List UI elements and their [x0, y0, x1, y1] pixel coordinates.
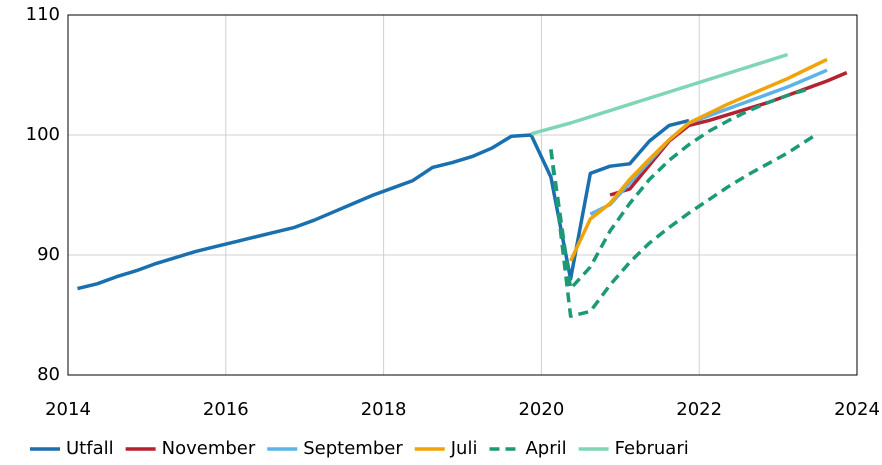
series-line — [569, 57, 828, 262]
y-tick-label: 110 — [26, 4, 60, 25]
legend-label: November — [162, 438, 256, 459]
series-line — [609, 70, 848, 197]
y-tick-label: 80 — [37, 364, 60, 385]
legend-label: Utfall — [66, 438, 114, 459]
series-line — [589, 68, 828, 216]
legend-label: April — [525, 438, 566, 459]
plot-frame — [67, 14, 858, 376]
x-tick-label: 2014 — [45, 399, 91, 420]
legend-label: Februari — [615, 438, 689, 459]
series-line — [549, 87, 808, 291]
series-line — [77, 118, 690, 291]
x-tick-label: 2018 — [361, 399, 407, 420]
x-tick-label: 2016 — [203, 399, 249, 420]
series-line — [530, 52, 789, 136]
x-tick-label: 2020 — [518, 399, 564, 420]
series-line — [549, 134, 815, 318]
legend-label: September — [303, 438, 403, 459]
x-tick-label: 2022 — [676, 399, 722, 420]
y-tick-label: 90 — [37, 244, 60, 265]
legend-label: Juli — [450, 438, 478, 459]
x-tick-label: 2024 — [834, 399, 880, 420]
y-tick-label: 100 — [26, 124, 60, 145]
